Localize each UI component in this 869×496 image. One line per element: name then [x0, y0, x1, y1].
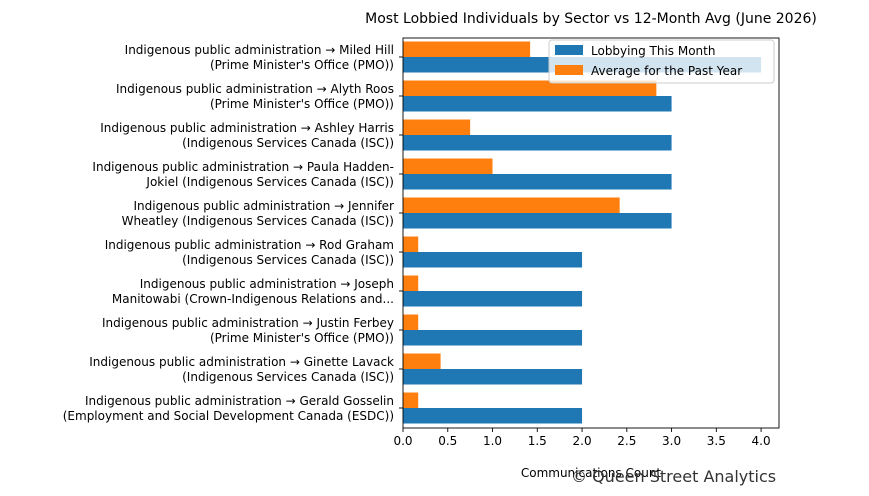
bar-lobbying-this-month — [403, 96, 672, 112]
x-tick-label: 3.0 — [662, 434, 681, 448]
x-tick-label: 1.5 — [528, 434, 547, 448]
legend-label: Average for the Past Year — [591, 64, 742, 78]
bar-lobbying-this-month — [403, 369, 583, 385]
legend-swatch — [555, 65, 583, 75]
x-tick-label: 4.0 — [752, 434, 771, 448]
y-tick-label: (Indigenous Services Canada (ISC)) — [182, 136, 394, 150]
x-tick-label: 2.5 — [617, 434, 636, 448]
y-tick-label: (Prime Minister's Office (PMO)) — [210, 331, 394, 345]
bar-lobbying-this-month — [403, 291, 583, 307]
legend-frame — [548, 39, 775, 84]
y-tick-label: Indigenous public administration → Rod G… — [105, 238, 394, 252]
legend-label: Lobbying This Month — [591, 44, 715, 58]
y-tick-label: Manitowabi (Crown-Indigenous Relations a… — [112, 292, 394, 306]
bar-average-past-year — [403, 236, 419, 252]
bar-lobbying-this-month — [403, 252, 583, 268]
bar-average-past-year — [403, 314, 419, 330]
x-axis-label: Communications Count — [521, 466, 662, 480]
bar-average-past-year — [403, 158, 493, 174]
bar-lobbying-this-month — [403, 330, 583, 346]
legend-swatch — [555, 45, 583, 55]
chart-title: Most Lobbied Individuals by Sector vs 12… — [365, 11, 817, 27]
y-tick-label: Indigenous public administration → Justi… — [102, 316, 394, 330]
watermark: © Queen Street Analytics — [571, 467, 777, 486]
x-tick-label: 1.0 — [483, 434, 502, 448]
y-tick-label: Indigenous public administration → Jenni… — [134, 199, 395, 213]
y-tick-label: Indigenous public administration → Ashle… — [100, 121, 394, 135]
plot-frame — [402, 37, 780, 429]
y-tick-label: (Indigenous Services Canada (ISC)) — [182, 370, 394, 384]
y-tick-label: (Employment and Social Development Canad… — [63, 409, 394, 423]
bar-lobbying-this-month — [403, 135, 672, 151]
x-tick-label: 0.5 — [438, 434, 457, 448]
y-tick-label: Indigenous public administration → Josep… — [140, 277, 394, 291]
bar-average-past-year — [403, 80, 657, 96]
y-tick-label: Indigenous public administration → Paula… — [92, 160, 394, 174]
y-tick-label: Indigenous public administration → Miled… — [125, 43, 394, 57]
bar-average-past-year — [403, 197, 620, 213]
x-tick-label: 2.0 — [573, 434, 592, 448]
legend: Lobbying This Month Average for the Past … — [548, 39, 775, 84]
y-tick-label: Indigenous public administration → Ginet… — [89, 355, 394, 369]
bar-average-past-year — [403, 119, 471, 135]
bar-average-past-year — [403, 275, 419, 291]
y-tick-label: (Prime Minister's Office (PMO)) — [210, 58, 394, 72]
y-tick-label: (Prime Minister's Office (PMO)) — [210, 97, 394, 111]
y-tick-label: (Indigenous Services Canada (ISC)) — [182, 253, 394, 267]
y-tick-label: Jokiel (Indigenous Services Canada (ISC)… — [145, 175, 394, 189]
bar-average-past-year — [403, 41, 531, 57]
bar-lobbying-this-month — [403, 174, 672, 190]
bar-average-past-year — [403, 392, 419, 408]
x-tick-label: 0.0 — [393, 434, 412, 448]
bar-lobbying-this-month — [403, 408, 583, 424]
y-tick-label: Indigenous public administration → Geral… — [85, 394, 394, 408]
bar-average-past-year — [403, 353, 441, 369]
y-tick-label: Wheatley (Indigenous Services Canada (IS… — [122, 214, 394, 228]
x-tick-label: 3.5 — [707, 434, 726, 448]
y-tick-label: Indigenous public administration → Alyth… — [116, 82, 394, 96]
bar-lobbying-this-month — [403, 213, 672, 229]
